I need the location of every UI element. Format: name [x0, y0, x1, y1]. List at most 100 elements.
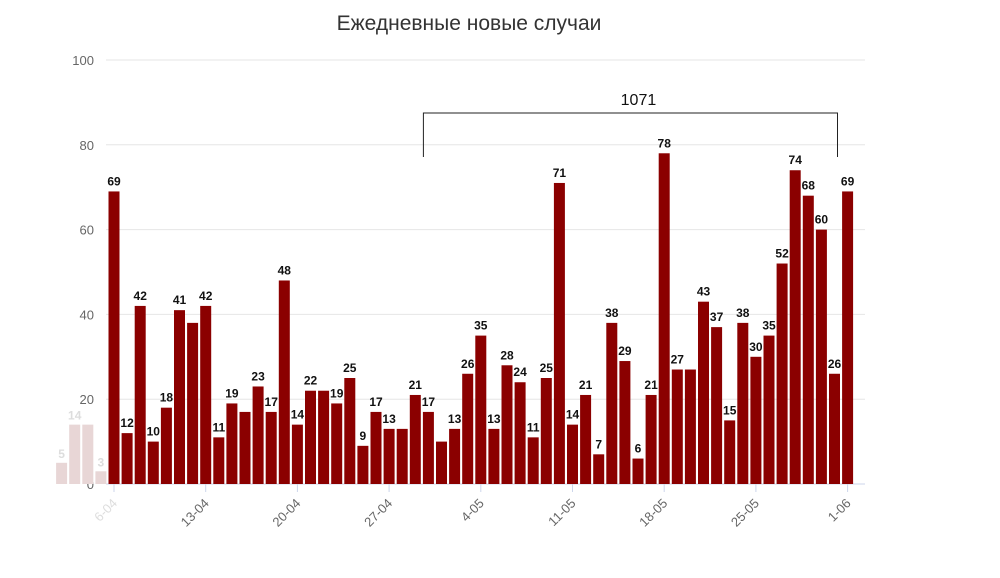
- data-label: 13: [487, 412, 501, 426]
- bar: [134, 305, 146, 484]
- data-label: 13: [382, 412, 396, 426]
- y-tick-label: 40: [80, 307, 94, 322]
- bar: [658, 153, 670, 484]
- data-label: 68: [802, 179, 816, 193]
- bar: [331, 403, 343, 484]
- bar: [213, 437, 225, 484]
- data-label: 10: [147, 425, 161, 439]
- bar: [305, 390, 316, 484]
- data-label: 74: [789, 153, 803, 167]
- faded-data-label: 3: [98, 455, 105, 469]
- bar: [789, 170, 801, 485]
- data-label: 21: [409, 378, 423, 392]
- data-label: 7: [595, 437, 602, 451]
- bar: [671, 369, 683, 484]
- x-tick-label: 25-05: [728, 496, 762, 530]
- bar: [383, 428, 395, 484]
- bar: [737, 322, 749, 484]
- data-label: 9: [360, 429, 367, 443]
- bar: [488, 428, 500, 484]
- data-label: 19: [330, 386, 344, 400]
- bar: [580, 394, 592, 484]
- data-label: 29: [618, 344, 632, 358]
- y-tick-label: 100: [72, 53, 94, 68]
- data-label: 25: [540, 361, 554, 375]
- bar: [802, 195, 814, 484]
- x-tick-label: 4-05: [458, 496, 487, 525]
- y-tick-label: 0: [87, 477, 94, 492]
- bar: [501, 365, 513, 484]
- data-label: 19: [225, 386, 239, 400]
- bar: [815, 229, 827, 484]
- faded-bar: [95, 471, 107, 484]
- data-label: 14: [291, 408, 305, 422]
- data-label: 42: [199, 289, 213, 303]
- bar: [436, 441, 447, 484]
- data-label: 17: [265, 395, 279, 409]
- bar: [763, 335, 775, 484]
- bar: [278, 280, 290, 484]
- data-label: 23: [251, 369, 265, 383]
- y-tick-label: 60: [80, 223, 94, 238]
- bar: [829, 373, 840, 484]
- bar: [370, 411, 382, 484]
- bar: [160, 407, 172, 484]
- bar: [422, 411, 434, 484]
- bar: [462, 373, 474, 484]
- bar: [226, 403, 238, 484]
- data-label: 37: [710, 310, 724, 324]
- data-label: 17: [369, 395, 383, 409]
- data-label: 35: [762, 319, 776, 333]
- bar: [449, 428, 461, 484]
- bar: [357, 445, 369, 484]
- bar: [252, 386, 264, 484]
- annotation-label: 1071: [621, 92, 657, 109]
- faded-data-label: 5: [58, 447, 65, 461]
- x-tick-label: 18-05: [636, 496, 670, 530]
- bar: [344, 378, 356, 484]
- bar: [593, 454, 605, 484]
- x-tick-label: 13-04: [178, 496, 212, 530]
- data-label: 14: [566, 408, 580, 422]
- data-label: 11: [527, 420, 540, 434]
- bar: [200, 305, 212, 484]
- data-label: 38: [605, 306, 619, 320]
- bar: [396, 428, 408, 484]
- faded-bar: [56, 462, 68, 484]
- faded-bar: [69, 424, 81, 484]
- bar: [750, 356, 762, 484]
- bar: [553, 182, 565, 484]
- x-tick-label: 1-06: [825, 496, 854, 525]
- bar: [121, 433, 133, 484]
- data-label: 38: [736, 306, 750, 320]
- data-label: 18: [160, 391, 174, 405]
- bar: [514, 382, 526, 484]
- bar: [540, 378, 552, 484]
- chart-title: Ежедневные новые случаи: [336, 12, 602, 35]
- data-label: 26: [828, 357, 842, 371]
- faded-bar: [82, 424, 94, 484]
- bar: [475, 335, 487, 484]
- data-label: 69: [107, 174, 121, 188]
- data-label: 21: [644, 378, 658, 392]
- bar: [108, 191, 120, 484]
- bar: [684, 369, 696, 484]
- data-label: 30: [749, 340, 763, 354]
- data-label: 17: [422, 395, 436, 409]
- data-label: 12: [120, 416, 134, 430]
- x-tick-label: 27-04: [361, 496, 395, 530]
- data-label: 27: [671, 353, 685, 367]
- annotation-bracket: [422, 112, 838, 157]
- faded-data-label: 14: [68, 409, 82, 423]
- bar: [619, 361, 631, 484]
- data-label: 60: [815, 213, 829, 227]
- bar: [527, 437, 539, 484]
- bar: [291, 424, 303, 484]
- data-label: 41: [173, 293, 187, 307]
- data-label: 21: [579, 378, 593, 392]
- y-tick-label: 80: [80, 138, 94, 153]
- bar: [842, 191, 854, 484]
- bar: [645, 394, 657, 484]
- bar: [776, 263, 788, 484]
